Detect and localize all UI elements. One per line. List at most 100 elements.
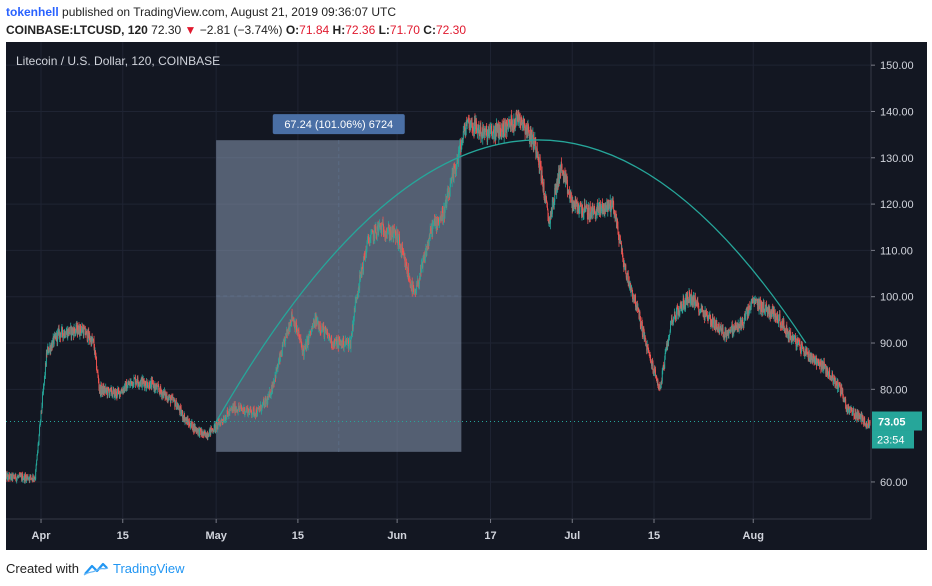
candle-body-1489	[729, 330, 731, 332]
candle-body-78	[43, 382, 45, 386]
candle-body-534	[265, 397, 267, 404]
candle-body-1056	[519, 114, 521, 117]
candle-body-393	[196, 430, 198, 433]
candle-body-1627	[797, 338, 798, 340]
candle-body-817	[403, 252, 404, 254]
candle-body-1473	[722, 327, 724, 329]
candle-body-24	[17, 476, 19, 478]
candle-body-1461	[716, 320, 718, 327]
candle-body-7	[8, 474, 10, 478]
candle-body-514	[255, 409, 257, 417]
candle-body-1503	[736, 325, 738, 329]
candle-body-1215	[596, 205, 598, 215]
arc-drawing[interactable]	[215, 139, 807, 423]
candle-body-341	[171, 396, 173, 398]
candle-body-1402	[687, 301, 689, 304]
candle-body-929	[457, 157, 459, 164]
candle-body-851	[419, 277, 421, 279]
candle-body-1406	[689, 294, 691, 304]
candle-body-824	[406, 265, 408, 272]
candle-body-228	[116, 396, 118, 398]
candle-body-400	[200, 428, 202, 432]
candle-body-1452	[711, 317, 713, 325]
candle-body-72	[40, 410, 42, 421]
candle-body-756	[373, 230, 375, 241]
measure-tool[interactable]: 67.24 (101.06%) 6724	[216, 114, 462, 452]
candle-body-1564	[766, 310, 768, 312]
candle-body-808	[398, 236, 400, 238]
candle-body-127	[67, 329, 69, 338]
candle-body-1742	[853, 408, 854, 411]
candle-body-1553	[761, 301, 762, 309]
candle-body-1636	[801, 344, 803, 345]
candle-body-1510	[740, 320, 742, 328]
candle-body-1655	[810, 355, 812, 362]
candle-body-338	[169, 396, 171, 404]
candle-body-242	[123, 387, 125, 393]
candle-body-1596	[781, 320, 783, 328]
candle-body-371	[186, 418, 187, 421]
candle-body-1477	[724, 336, 725, 339]
candle-body-443	[221, 419, 222, 421]
candle-body-1548	[758, 299, 760, 311]
price-chart[interactable]: 67.24 (101.06%) 6724 150.00140.00130.001…	[6, 42, 927, 550]
candle-body-554	[275, 374, 276, 379]
candle-body-727	[359, 274, 361, 289]
candle-body-908	[447, 191, 449, 194]
candle-body-131	[69, 332, 71, 334]
candle-body-1609	[788, 333, 790, 340]
candle-body-893	[439, 216, 441, 219]
tradingview-brand[interactable]: TradingView	[112, 561, 185, 576]
time-axis[interactable]: Apr 15 May 15 Jun 17 Jul 15 Aug	[6, 518, 927, 550]
candle-body-1524	[746, 310, 748, 317]
candle-body-208	[106, 389, 108, 395]
candle-body-1622	[794, 337, 796, 339]
candle-body-1544	[756, 298, 758, 301]
candle-body-1504	[737, 325, 739, 328]
candle-body-1129	[554, 188, 556, 191]
candle-body-1316	[645, 343, 647, 346]
candle-body-1584	[776, 316, 778, 320]
candle-body-273	[138, 384, 140, 386]
author-link[interactable]: tokenhell	[6, 5, 59, 19]
candle-body-331	[166, 395, 168, 401]
candle-body-155	[80, 329, 82, 333]
candle-body-1541	[755, 298, 757, 303]
price-tick-label-1: 140.00	[880, 106, 914, 118]
candle-body-730	[360, 267, 362, 275]
candle-body-1031	[507, 124, 509, 126]
candle-body-397	[198, 428, 200, 436]
candle-body-1726	[845, 399, 847, 409]
candle-body-1076	[529, 134, 530, 142]
candle-body-789	[389, 236, 391, 239]
candle-body-1660	[813, 355, 815, 357]
candle-body-226	[115, 391, 117, 395]
candle-body-46	[27, 478, 29, 480]
candle-body-349	[175, 399, 177, 405]
candle-body-1643	[804, 349, 806, 354]
chart-frame[interactable]: 67.24 (101.06%) 6724 150.00 140.00 130.00 1…	[6, 42, 927, 550]
candle-body-1042	[512, 125, 514, 127]
candle-body-194	[99, 386, 101, 395]
candle-body-84	[46, 353, 48, 355]
candle-body-1625	[796, 345, 797, 347]
candle-body-1404	[688, 291, 690, 303]
candle-body-1448	[709, 314, 711, 325]
candle-body-1154	[566, 179, 568, 194]
candle-body-1669	[817, 361, 819, 363]
candle-body-1727	[845, 408, 847, 410]
candle-body-947	[466, 123, 468, 127]
candle-body-886	[436, 218, 438, 229]
candle-body-637	[315, 314, 317, 325]
candle-body-429	[214, 424, 216, 426]
candle-body-672	[332, 342, 334, 346]
candle-body-1433	[702, 310, 704, 317]
candle-body-547	[271, 385, 273, 391]
candle-body-633	[313, 321, 315, 323]
candle-body-690	[341, 341, 343, 347]
price-axis[interactable]: 150.00140.00130.00120.00110.00100.0090.0…	[870, 42, 927, 550]
candle-body-346	[173, 398, 175, 401]
candle-body-691	[341, 340, 343, 347]
candle-body-955	[470, 124, 472, 131]
candle-body-1161	[570, 193, 572, 198]
